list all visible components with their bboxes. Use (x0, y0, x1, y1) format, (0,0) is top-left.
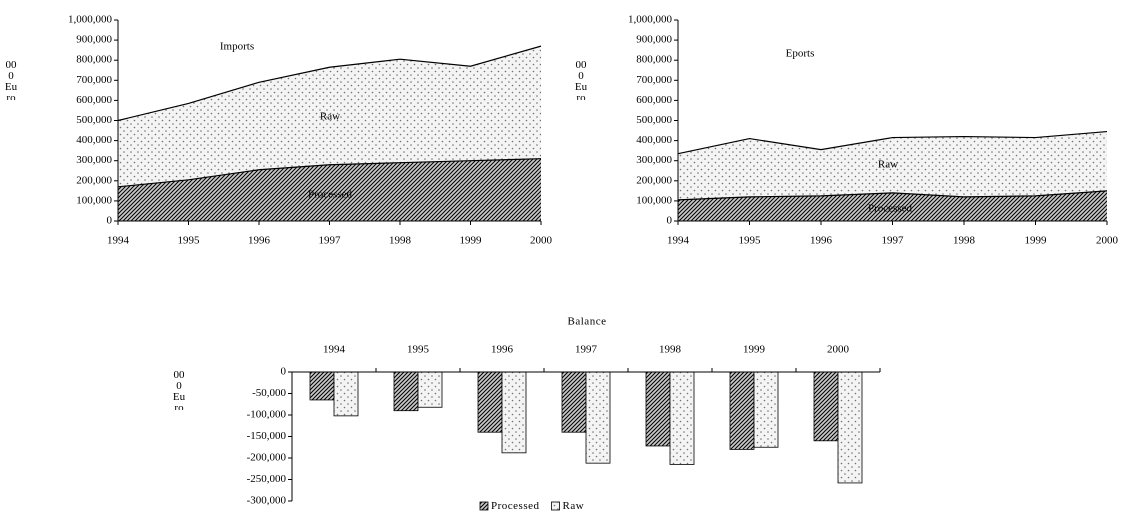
y-tick-label: -300,000 (247, 495, 287, 507)
series-label: Processed (308, 189, 352, 201)
x-tick-label: 1996 (491, 344, 514, 356)
x-tick-label: 1998 (389, 235, 412, 247)
bar (477, 371, 503, 433)
bar (309, 371, 335, 401)
x-tick-label: 1999 (460, 235, 483, 247)
y-axis-label: 000 Euro (172, 370, 186, 410)
legend-swatch (479, 501, 489, 511)
bar (501, 371, 527, 454)
y-tick-label: 400,000 (636, 134, 672, 146)
bar (417, 371, 443, 408)
y-tick-label: 100,000 (76, 194, 112, 206)
series-label: Raw (320, 111, 340, 123)
series-label: Raw (878, 159, 898, 171)
x-tick-label: 1998 (659, 344, 682, 356)
bar (729, 371, 755, 450)
bar (837, 371, 863, 484)
y-tick-label: 800,000 (76, 54, 112, 66)
y-tick-label: 200,000 (636, 174, 672, 186)
y-tick-label: 700,000 (636, 74, 672, 86)
y-tick-label: 100,000 (636, 194, 672, 206)
x-tick-label: 1999 (743, 344, 766, 356)
x-tick-label: 1996 (248, 235, 271, 247)
x-tick-label: 1995 (178, 235, 201, 247)
area-fill (118, 158, 541, 221)
y-tick-label: 500,000 (636, 114, 672, 126)
x-tick-label: 1996 (810, 235, 833, 247)
bar (393, 371, 419, 412)
bar (645, 371, 671, 447)
y-axis-label: 000 Euro (4, 60, 18, 100)
y-tick-label: 1,000,000 (628, 14, 673, 26)
y-tick-label: 600,000 (636, 94, 672, 106)
y-tick-label: 900,000 (76, 34, 112, 46)
y-tick-label: 600,000 (76, 94, 112, 106)
y-tick-label: 300,000 (636, 154, 672, 166)
y-tick-label: 200,000 (76, 174, 112, 186)
x-tick-label: 1997 (319, 235, 342, 247)
y-tick-label: 0 (667, 215, 673, 227)
bar (753, 371, 779, 448)
series-line (677, 190, 1108, 201)
series-label: Processed (868, 203, 912, 215)
series-line (677, 130, 1108, 155)
x-tick-label: 1994 (323, 344, 346, 356)
x-tick-label: 1994 (107, 235, 130, 247)
y-tick-label: -150,000 (247, 430, 287, 442)
x-tick-label: 2000 (827, 344, 850, 356)
bar (585, 371, 611, 464)
area-fill (678, 131, 1107, 200)
bar (669, 371, 695, 465)
x-tick-label: 1999 (1025, 235, 1048, 247)
x-tick-label: 1997 (575, 344, 598, 356)
bar (561, 371, 587, 433)
y-tick-label: 1,000,000 (68, 14, 113, 26)
x-tick-label: 1998 (953, 235, 976, 247)
y-tick-label: 800,000 (636, 54, 672, 66)
y-tick-label: -100,000 (247, 409, 287, 421)
x-tick-label: 2000 (1096, 235, 1119, 247)
chart-title: Eports (786, 48, 815, 60)
legend-label: Raw (563, 500, 585, 511)
chart-title: Balance (568, 316, 607, 328)
y-tick-label: 900,000 (636, 34, 672, 46)
legend-label: Processed (491, 500, 540, 511)
series-line (117, 158, 542, 188)
area-fill (118, 46, 541, 187)
x-tick-label: 1994 (667, 235, 690, 247)
y-tick-label: -200,000 (247, 452, 287, 464)
series-line (117, 45, 542, 122)
bar (813, 371, 839, 442)
y-tick-label: 700,000 (76, 74, 112, 86)
y-axis-label: 000 Euro (574, 60, 588, 100)
x-tick-label: 1995 (407, 344, 430, 356)
y-tick-label: 0 (107, 215, 113, 227)
y-tick-label: 300,000 (76, 154, 112, 166)
y-tick-label: 0 (281, 366, 287, 378)
legend-swatch (551, 501, 560, 511)
chart-title: Imports (220, 41, 254, 53)
y-tick-label: 400,000 (76, 134, 112, 146)
y-tick-label: -250,000 (247, 473, 287, 485)
y-tick-label: 500,000 (76, 114, 112, 126)
bar (333, 371, 359, 417)
area-fill (678, 190, 1107, 221)
x-tick-label: 1995 (739, 235, 762, 247)
y-tick-label: -50,000 (252, 387, 286, 399)
x-tick-label: 1997 (882, 235, 905, 247)
x-tick-label: 2000 (530, 235, 553, 247)
